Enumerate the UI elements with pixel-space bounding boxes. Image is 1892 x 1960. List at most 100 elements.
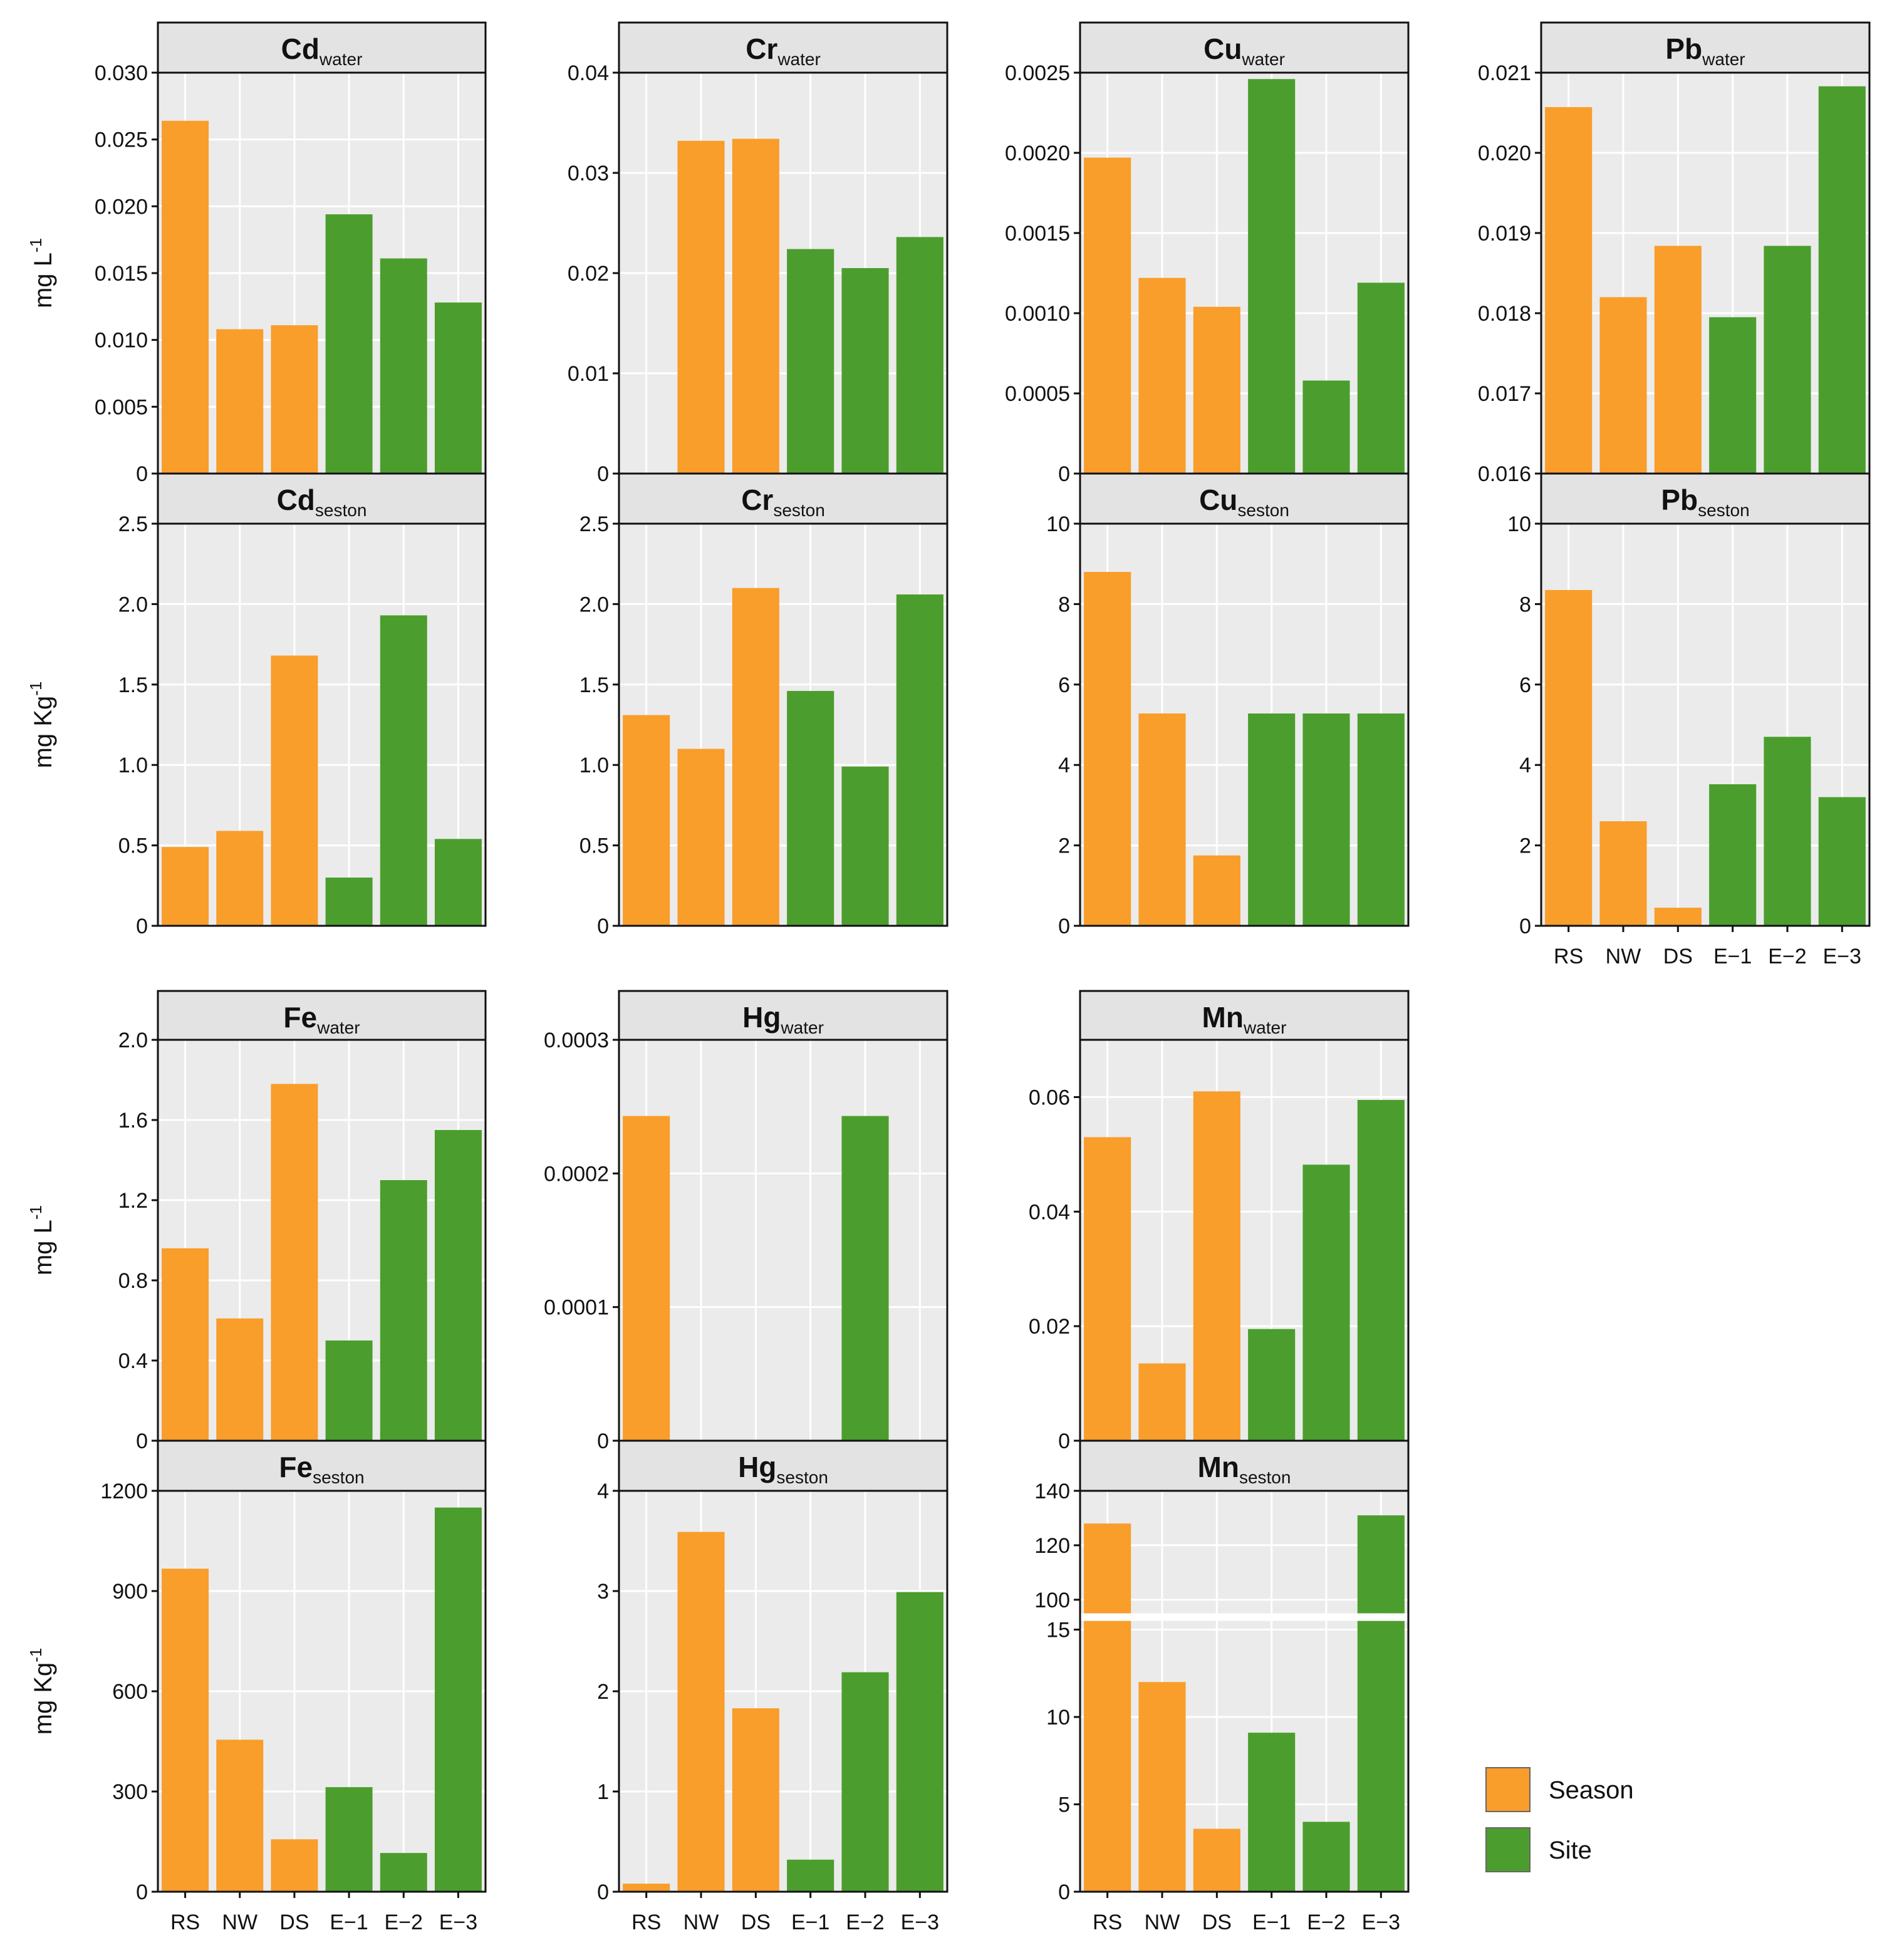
panel-cr-seston: Crseston 0 0.5 1.0 1.5 2.0 2.5 bbox=[580, 472, 949, 938]
bar bbox=[1138, 277, 1186, 474]
y-tick-label: 0.010 bbox=[95, 329, 148, 353]
panel-title-subscript: seston bbox=[1237, 500, 1289, 520]
bar bbox=[841, 766, 889, 926]
bar bbox=[1084, 157, 1131, 474]
panel-title: Fewater bbox=[283, 1001, 360, 1037]
y-tick-label: 0 bbox=[597, 915, 609, 938]
panel-background bbox=[158, 1040, 486, 1441]
x-tick-label: E−3 bbox=[1823, 945, 1861, 968]
bar bbox=[434, 839, 482, 926]
y-tick-label: 0.005 bbox=[95, 395, 148, 419]
panel-title: Cdwater bbox=[281, 33, 363, 69]
legend-item-season: Season bbox=[1485, 1767, 1634, 1812]
y-tick-label: 1200 bbox=[100, 1480, 148, 1503]
panel-title-element: Mn bbox=[1198, 1451, 1239, 1483]
panel-hg-seston: Hgseston 0 1 2 3 4 RS NW DS E−1 E−2 E−3 bbox=[597, 1439, 949, 1934]
y-tick-label: 0.0025 bbox=[1005, 61, 1070, 85]
bar bbox=[162, 847, 209, 926]
bar bbox=[216, 1318, 264, 1441]
panel-strip bbox=[1540, 472, 1871, 525]
y-tick-label: 300 bbox=[112, 1780, 148, 1804]
y-tick-label: 1.2 bbox=[118, 1189, 148, 1213]
x-tick-label: DS bbox=[1663, 945, 1693, 968]
y-tick-label: 2 bbox=[1058, 834, 1070, 858]
y-tick-label: 0.0003 bbox=[544, 1029, 609, 1052]
bar bbox=[271, 655, 318, 926]
bar bbox=[732, 138, 779, 474]
panel-title: Crwater bbox=[746, 33, 821, 69]
bar bbox=[1545, 589, 1593, 926]
y-tick-label: 4 bbox=[597, 1480, 609, 1503]
panel-title-subscript: seston bbox=[776, 1468, 828, 1487]
y-tick-label: 120 bbox=[1034, 1534, 1070, 1558]
y-tick-label: 140 bbox=[1034, 1480, 1070, 1503]
x-tick-label: E−2 bbox=[1768, 945, 1806, 968]
y-tick-label: 600 bbox=[112, 1680, 148, 1704]
y-tick-label: 0.016 bbox=[1478, 462, 1531, 486]
bar bbox=[380, 258, 427, 474]
panel-strip bbox=[1079, 1439, 1410, 1492]
y-tick-label: 6 bbox=[1519, 673, 1531, 697]
y-tick-label: 0 bbox=[597, 1880, 609, 1904]
panel-title-element: Mn bbox=[1202, 1001, 1244, 1034]
y-tick-label: 3 bbox=[597, 1580, 609, 1604]
panel-border bbox=[1540, 522, 1871, 927]
panel-title-subscript: seston bbox=[313, 1468, 365, 1487]
panel-cu-water: Cuwater 0 0.0005 0.0010 0.0015 0.0020 0.0025 bbox=[1005, 21, 1410, 486]
legend: Season Site bbox=[1485, 1767, 1634, 1872]
y-tick-label: 0 bbox=[1058, 915, 1070, 938]
y-tick-label: 0.8 bbox=[118, 1269, 148, 1293]
y-tick-label: 15 bbox=[1046, 1619, 1070, 1642]
y-tick-label: 0.02 bbox=[568, 262, 609, 286]
y-tick-label: 0 bbox=[1058, 462, 1070, 486]
y-tick-label: 10 bbox=[1507, 512, 1531, 536]
panel-title: Crseston bbox=[741, 484, 825, 520]
bar bbox=[162, 1248, 209, 1441]
bar bbox=[841, 1116, 889, 1441]
y-axis-title-unit: mg L bbox=[29, 252, 57, 308]
panel-mn-water: Mnwater 0 0.02 0.04 0.06 bbox=[1029, 990, 1410, 1453]
y-tick-label: 0.019 bbox=[1478, 222, 1531, 246]
y-tick-label: 1.6 bbox=[118, 1109, 148, 1133]
y-axis-title-exponent: -1 bbox=[26, 238, 45, 252]
panel-title-subscript: water bbox=[1702, 49, 1745, 69]
bar bbox=[1084, 1620, 1131, 1892]
y-axis-title-exponent: -1 bbox=[26, 1648, 45, 1662]
x-tick-label: NW bbox=[1606, 945, 1641, 968]
y-tick-label: 0 bbox=[597, 1429, 609, 1453]
panel-strip bbox=[157, 472, 487, 525]
y-axis-title-unit: mg Kg bbox=[29, 696, 57, 769]
y-tick-label: 1.5 bbox=[118, 673, 148, 697]
bar bbox=[1599, 821, 1647, 926]
panel-title-subscript: water bbox=[1241, 49, 1284, 69]
panel-title-subscript: water bbox=[777, 49, 820, 69]
panel-cu-seston: Cuseston 0 2 4 6 8 10 bbox=[1046, 472, 1410, 938]
x-tick-label: E−1 bbox=[791, 1911, 829, 1934]
bar bbox=[1193, 1828, 1240, 1892]
y-tick-label: 1.0 bbox=[118, 754, 148, 777]
y-tick-label: 1 bbox=[597, 1780, 609, 1804]
bar bbox=[271, 1084, 318, 1441]
bar bbox=[1084, 1137, 1131, 1441]
panel-background bbox=[1541, 73, 1869, 474]
x-tick-label: E−3 bbox=[901, 1911, 939, 1934]
bar bbox=[1764, 737, 1811, 926]
bar bbox=[623, 1884, 670, 1892]
panel-title-element: Hg bbox=[738, 1451, 776, 1483]
y-tick-label: 0.018 bbox=[1478, 302, 1531, 326]
y-tick-label: 0.0020 bbox=[1005, 142, 1070, 165]
y-tick-label: 0.04 bbox=[1029, 1200, 1070, 1224]
y-tick-label: 0 bbox=[136, 1880, 148, 1904]
bar bbox=[1302, 380, 1350, 474]
bar bbox=[896, 237, 943, 474]
panel-title: Mnseston bbox=[1198, 1451, 1291, 1487]
x-tick-label: E−1 bbox=[1252, 1911, 1291, 1934]
panel-title: Mnwater bbox=[1202, 1001, 1287, 1037]
panel-strip bbox=[1079, 990, 1410, 1041]
panel-background bbox=[1080, 73, 1408, 474]
bar bbox=[1138, 1682, 1186, 1892]
panel-background bbox=[1541, 524, 1869, 926]
bar bbox=[1357, 1620, 1405, 1892]
panel-pb-water: Pbwater 0.016 0.017 0.018 0.019 0.020 0.021 bbox=[1478, 21, 1871, 486]
bar bbox=[1248, 1733, 1296, 1892]
